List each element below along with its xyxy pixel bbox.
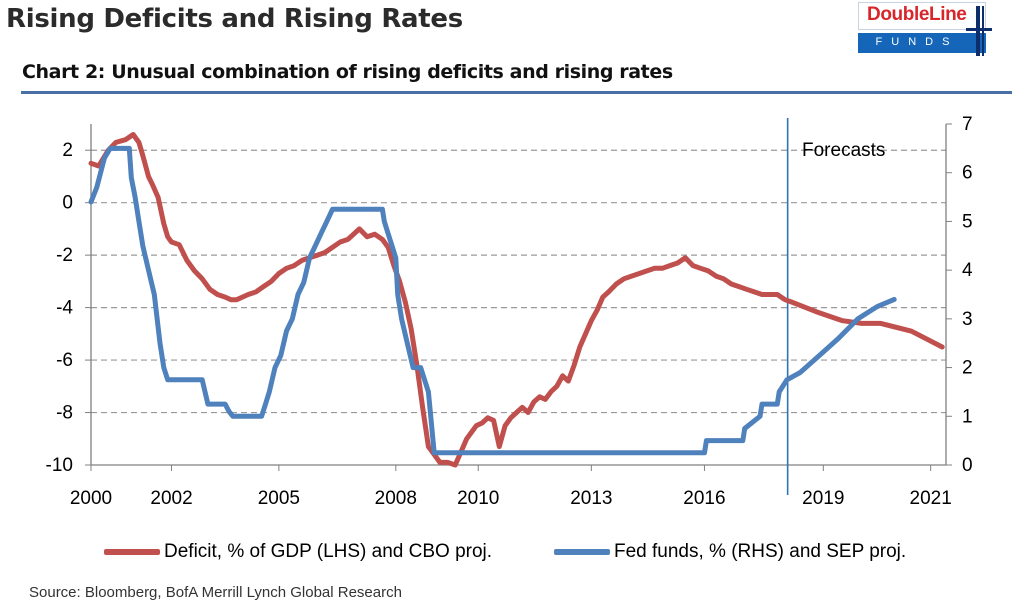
- deficit-series-line: [88, 132, 945, 468]
- y-right-tick-label: 5: [962, 211, 973, 232]
- legend-label-deficit: Deficit, % of GDP (LHS) and CBO proj.: [164, 541, 493, 562]
- y-left-tick-label: -2: [56, 245, 73, 266]
- y-right-tick-label: 4: [962, 260, 973, 281]
- logo-cross-horizontal: [966, 28, 992, 31]
- y-left-tick-label: -8: [56, 403, 73, 424]
- y-right-tick-label: 6: [962, 163, 973, 184]
- logo-sub-box: FUNDS: [858, 33, 986, 53]
- y-right-tick-label: 7: [962, 114, 973, 135]
- x-tick-label: 2021: [910, 488, 952, 509]
- x-tick-label: 2000: [70, 488, 112, 509]
- y-right-tick-label: 1: [962, 406, 973, 427]
- logo-cross-vertical-2: [982, 6, 984, 56]
- logo-sub: FUNDS: [875, 36, 959, 48]
- fedfunds-series-line: [88, 145, 897, 456]
- x-tick-label: 2005: [258, 488, 300, 509]
- y-right-tick-label: 0: [962, 455, 973, 476]
- x-tick-label: 2019: [802, 488, 844, 509]
- source-note: Source: Bloomberg, BofA Merrill Lynch Gl…: [29, 584, 402, 601]
- y-right-tick-label: 3: [962, 309, 973, 330]
- y-left-tick-label: -6: [56, 350, 73, 371]
- legend-item-deficit: Deficit, % of GDP (LHS) and CBO proj.: [104, 541, 492, 563]
- chart-heading: Chart 2: Unusual combination of rising d…: [22, 61, 673, 83]
- legend-swatch-fedfunds: [554, 548, 610, 555]
- logo-name: DoubleLine: [867, 4, 967, 25]
- logo-cross-vertical: [976, 6, 980, 56]
- logo-name-box: DoubleLine: [858, 2, 986, 30]
- x-tick-label: 2002: [150, 488, 192, 509]
- y-left-tick-label: 0: [62, 193, 73, 214]
- forecast-annotation: Forecasts: [802, 140, 885, 161]
- legend-label-fedfunds: Fed funds, % (RHS) and SEP proj.: [614, 541, 907, 562]
- legend-swatch-deficit: [104, 548, 160, 555]
- page-title: Rising Deficits and Rising Rates: [6, 4, 463, 34]
- legend-item-fedfunds: Fed funds, % (RHS) and SEP proj.: [554, 541, 906, 563]
- x-tick-label: 2013: [570, 488, 612, 509]
- x-tick-label: 2008: [375, 488, 417, 509]
- doubleline-logo: DoubleLine FUNDS: [858, 2, 992, 56]
- heading-rule: [21, 91, 1012, 94]
- y-left-tick-label: 2: [62, 140, 73, 161]
- y-right-tick-label: 2: [962, 358, 973, 379]
- y-left-tick-label: -4: [56, 298, 73, 319]
- y-left-tick-label: -10: [46, 455, 73, 476]
- x-tick-label: 2016: [683, 488, 725, 509]
- x-tick-label: 2010: [457, 488, 499, 509]
